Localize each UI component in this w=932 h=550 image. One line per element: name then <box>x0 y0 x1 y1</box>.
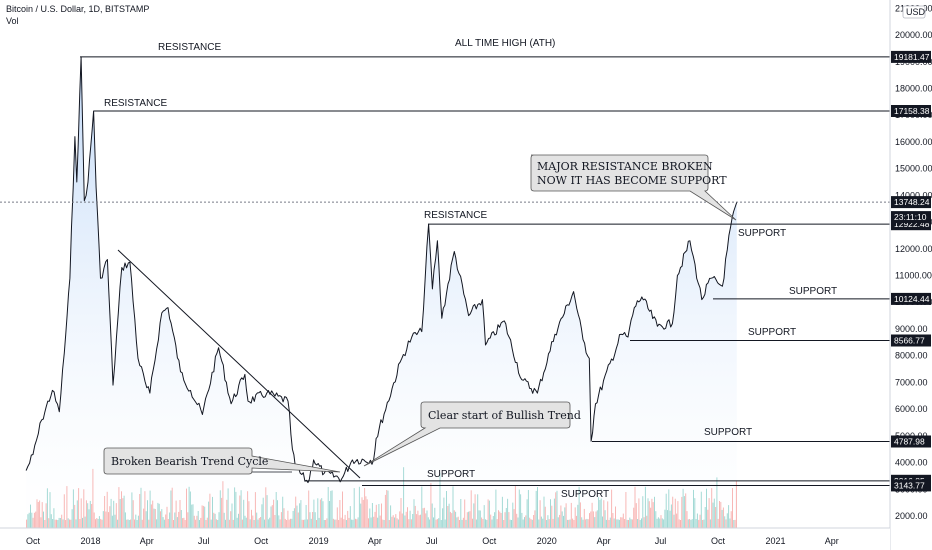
x-tick-label: 2018 <box>80 536 100 546</box>
last-price-tag-bg <box>891 196 931 209</box>
x-tick-label: Oct <box>711 536 726 546</box>
price-axis-bg <box>890 0 932 550</box>
x-tick-label: Jul <box>426 536 438 546</box>
last-price-tag: 13748.24 <box>894 197 930 207</box>
y-tick-label: 6000.00 <box>895 404 928 414</box>
callout-bullish-trend-text: Clear start of Bullish Trend <box>428 409 581 422</box>
price-tag: 10124.44 <box>894 294 930 304</box>
price-tag: 4787.98 <box>894 437 925 447</box>
price-tag: 3143.77 <box>894 480 925 490</box>
x-tick-label: Oct <box>26 536 41 546</box>
y-tick-label: 4000.00 <box>895 458 928 468</box>
horizontal-levels <box>0 56 890 486</box>
y-tick-label: 8000.00 <box>895 351 928 361</box>
y-tick-label: 9000.00 <box>895 324 928 334</box>
label-support-10124: SUPPORT <box>789 286 837 297</box>
x-tick-label: Jul <box>655 536 667 546</box>
label-support-8566: SUPPORT <box>748 327 796 338</box>
label-support-3316: SUPPORT <box>427 469 475 480</box>
price-tag-bg <box>891 50 931 63</box>
price-tags: 19181.47 17158.38 12922.48 10124.44 8566.77 4… <box>891 50 931 492</box>
volume-label: Vol <box>6 16 19 26</box>
x-tick-label: Apr <box>825 536 839 546</box>
x-tick-label: 2021 <box>765 536 785 546</box>
price-axis[interactable]: 2000.003000.004000.005000.006000.007000.… <box>889 0 932 550</box>
currency-badge <box>902 5 926 19</box>
label-ath: ALL TIME HIGH (ATH) <box>455 38 555 49</box>
callout-resistance-broken <box>530 154 737 221</box>
x-tick-label: Jul <box>198 536 210 546</box>
price-tag: 17158.38 <box>894 106 930 116</box>
y-tick-label: 20000.00 <box>895 30 932 40</box>
y-tick-label: 14000.00 <box>895 190 932 200</box>
label-resistance-ath: RESISTANCE <box>158 42 221 53</box>
price-tag-bg <box>891 435 931 448</box>
callout-bullish-trend <box>363 401 571 467</box>
price-tag: 8566.77 <box>894 336 925 346</box>
callout-broken-bearish-text: Broken Bearish Trend Cycle <box>111 455 268 468</box>
price-tag-bg <box>891 479 931 492</box>
label-support-12922: SUPPORT <box>738 228 786 239</box>
y-tick-label: 12000.00 <box>895 244 932 254</box>
label-support-3143: SUPPORT <box>561 489 609 500</box>
countdown-tag: 23:11:10 <box>894 212 927 222</box>
price-line <box>25 56 738 484</box>
x-tick-label: 2019 <box>309 536 329 546</box>
symbol-title: Bitcoin / U.S. Dollar, 1D, BITSTAMP <box>6 4 150 14</box>
label-resistance-2: RESISTANCE <box>104 98 167 109</box>
y-tick-label: 2000.00 <box>895 511 928 521</box>
price-tag: 12922.48 <box>894 219 930 229</box>
y-tick-label: 7000.00 <box>895 377 928 387</box>
time-axis[interactable]: Oct 2018 Apr Jul Oct 2019 Apr Jul Oct 2020 Apr Jul O… <box>0 527 890 550</box>
price-tag-bg <box>891 334 931 347</box>
bearish-trend-line <box>117 249 361 479</box>
x-tick-label: Apr <box>597 536 611 546</box>
y-tick-label: 11000.00 <box>895 271 932 281</box>
x-tick-label: Apr <box>140 536 154 546</box>
time-axis-bg <box>0 528 890 550</box>
price-tag: 19181.47 <box>894 52 930 62</box>
x-tick-label: Oct <box>482 536 497 546</box>
y-tick-label: 15000.00 <box>895 164 932 174</box>
countdown-tag-bg <box>891 211 931 224</box>
callout-broken-bearish <box>103 447 341 475</box>
callout-resistance-broken-line2: NOW IT HAS BECOME SUPPORT <box>537 174 727 187</box>
price-tag-bg <box>891 292 931 305</box>
y-tick-label: 16000.00 <box>895 137 932 147</box>
x-tick-label: Oct <box>254 536 269 546</box>
price-tag-bg <box>891 105 931 117</box>
label-resistance-2019: RESISTANCE <box>424 210 487 221</box>
currency-label: USD <box>906 7 926 17</box>
level-labels: RESISTANCE ALL TIME HIGH (ATH) RESISTANCE R… <box>104 38 837 500</box>
x-tick-label: 2020 <box>537 536 557 546</box>
x-tick-label: Apr <box>368 536 382 546</box>
label-support-4787: SUPPORT <box>704 427 752 438</box>
y-tick-label: 18000.00 <box>895 84 932 94</box>
callout-resistance-broken-line1: MAJOR RESISTANCE BROKEN <box>537 160 713 173</box>
